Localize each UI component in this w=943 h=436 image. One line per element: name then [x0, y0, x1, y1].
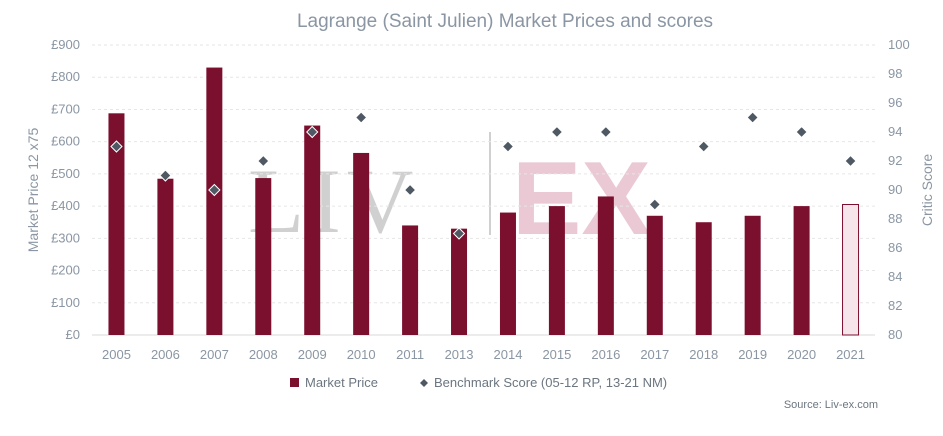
marker-benchmark-score	[257, 154, 270, 168]
bar-market-price	[402, 225, 419, 335]
grid-lines	[92, 44, 875, 336]
x-tick-label: 2015	[542, 347, 571, 362]
bar-market-price	[646, 215, 663, 335]
y-axis-right: 80 82 84 86 88 90 92 94 96 98 100	[888, 37, 910, 342]
y-tick-label: £900	[51, 37, 80, 52]
y2-tick-label: 98	[888, 66, 902, 81]
legend-swatch-market-price	[290, 378, 299, 387]
y-tick-label: £0	[66, 327, 80, 342]
watermark-liv: LIV	[248, 150, 419, 252]
marker-benchmark-score	[306, 125, 319, 139]
bar-market-price	[842, 204, 860, 336]
y2-tick-label: 100	[888, 37, 910, 52]
marker-benchmark-score	[550, 125, 564, 139]
liv-ex-watermark: LIV EX	[248, 132, 651, 257]
marker-benchmark-score	[697, 140, 710, 153]
x-tick-label: 2008	[249, 347, 278, 362]
x-tick-label: 2009	[298, 347, 327, 362]
marker-benchmark-score	[354, 111, 368, 124]
x-tick-label: 2011	[396, 347, 424, 362]
marker-benchmark-score	[110, 140, 123, 153]
legend-swatch-benchmark-score	[420, 379, 428, 387]
y2-tick-label: 86	[888, 240, 902, 255]
marker-benchmark-score	[208, 183, 221, 197]
bar-market-price	[793, 206, 810, 335]
x-tick-label: 2018	[689, 347, 718, 362]
y-axis-right-title: Critic Score	[919, 154, 935, 227]
bar-market-price	[108, 113, 125, 335]
y2-tick-label: 90	[888, 182, 902, 197]
legend-label-market-price: Market Price	[305, 375, 378, 390]
marker-benchmark-score	[403, 183, 417, 197]
source-note: Source: Liv-ex.com	[784, 399, 878, 411]
bar-market-price	[548, 206, 565, 335]
x-tick-label: 2017	[640, 347, 669, 362]
bar-market-price	[499, 212, 516, 335]
bar-market-price	[451, 228, 468, 335]
y-tick-label: £200	[51, 263, 80, 278]
x-tick-label: 2021	[836, 347, 865, 362]
bar-market-price	[744, 215, 761, 335]
marker-benchmark-score	[795, 125, 808, 139]
legend: Market Price Benchmark Score (05-12 RP, …	[290, 375, 667, 390]
marker-benchmark-score	[746, 111, 759, 124]
bar-market-price	[597, 196, 614, 335]
x-tick-label: 2007	[200, 347, 229, 362]
marker-benchmark-score	[844, 154, 857, 168]
y-tick-label: £400	[51, 198, 80, 213]
marker-benchmark-score	[452, 227, 466, 240]
bar-market-price	[353, 152, 370, 335]
x-tick-label: 2019	[738, 347, 767, 362]
y-tick-label: £100	[51, 295, 80, 310]
y2-tick-label: 84	[888, 269, 902, 284]
y-tick-label: £600	[51, 134, 80, 149]
x-tick-label: 2006	[151, 347, 180, 362]
marker-benchmark-score	[599, 125, 613, 139]
bar-market-price	[157, 178, 174, 335]
y-axis-left: £0 £100 £200 £300 £400 £500 £600 £700 £800 £900	[51, 37, 80, 342]
score-markers	[110, 111, 857, 240]
y2-tick-label: 80	[888, 327, 902, 342]
x-tick-label: 2020	[787, 347, 816, 362]
marker-benchmark-score	[501, 140, 515, 153]
bar-market-price	[695, 222, 712, 335]
y2-tick-label: 92	[888, 153, 902, 168]
y-tick-label: £500	[51, 166, 80, 181]
y2-tick-label: 88	[888, 211, 902, 226]
market-price-bars	[108, 67, 860, 336]
marker-benchmark-score	[648, 198, 661, 211]
y2-tick-label: 94	[888, 124, 902, 139]
legend-label-benchmark-score: Benchmark Score (05-12 RP, 13-21 NM)	[434, 375, 667, 390]
watermark-ex: EX	[512, 141, 651, 257]
y-tick-label: £700	[51, 101, 80, 116]
x-tick-label: 2010	[347, 347, 376, 362]
x-tick-label: 2014	[494, 347, 523, 362]
y-tick-label: £300	[51, 230, 80, 245]
x-tick-label: 2016	[591, 347, 620, 362]
y-axis-left-title: Market Price 12 x75	[25, 128, 41, 253]
y-tick-label: £800	[51, 69, 80, 84]
x-tick-label: 2005	[102, 347, 131, 362]
marker-benchmark-score	[159, 169, 172, 182]
x-tick-label: 2013	[445, 347, 474, 362]
y2-tick-label: 96	[888, 95, 902, 110]
y2-tick-label: 82	[888, 298, 902, 313]
bar-market-price	[304, 125, 321, 335]
x-axis: 2005 2006 2007 2008 2009 2010 2011 2013 2014 2015…	[102, 347, 865, 362]
chart-title: Lagrange (Saint Julien) Market Prices an…	[297, 11, 713, 32]
bar-market-price	[206, 67, 223, 336]
bar-market-price	[255, 178, 272, 335]
